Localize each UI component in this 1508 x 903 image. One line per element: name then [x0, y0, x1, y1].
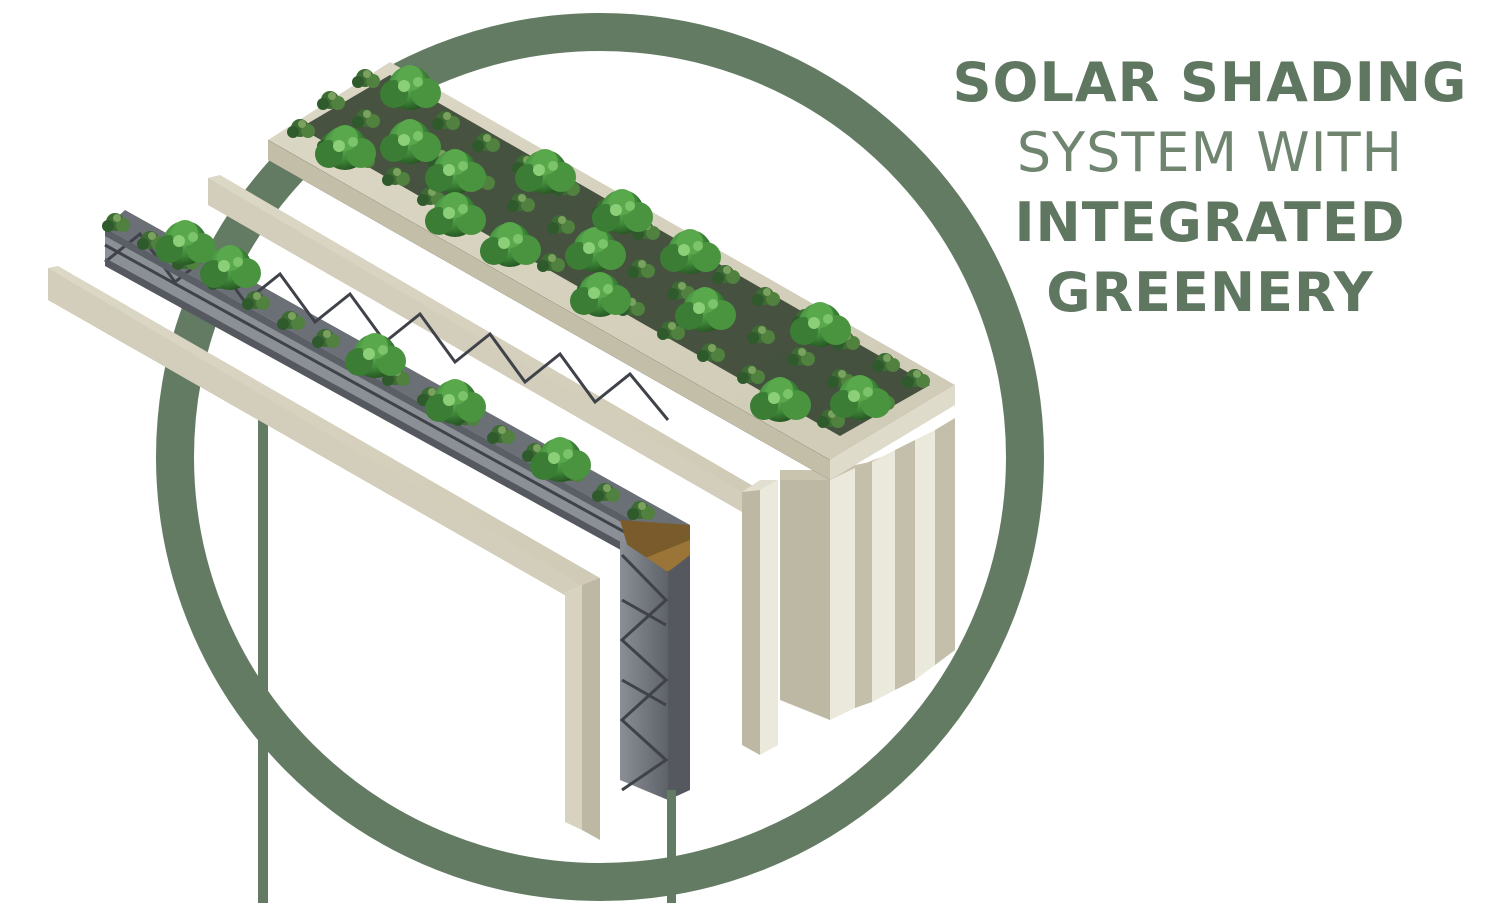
title-line-2: SYSTEM WITH — [1016, 121, 1404, 184]
support-line-right — [667, 790, 676, 903]
planter-slab-side — [830, 385, 955, 480]
title-line-4: GREENERY — [1046, 261, 1374, 324]
support-line-left — [258, 415, 268, 903]
circle-ring — [156, 13, 1044, 901]
title-line-1: SOLAR SHADING — [952, 51, 1468, 114]
title-line-3: INTEGRATED — [1014, 191, 1406, 254]
front-panel-vertical — [582, 578, 600, 840]
title-block: SOLAR SHADING SYSTEM WITH INTEGRATED GRE… — [940, 56, 1480, 320]
middle-panel-vertical — [742, 490, 760, 755]
